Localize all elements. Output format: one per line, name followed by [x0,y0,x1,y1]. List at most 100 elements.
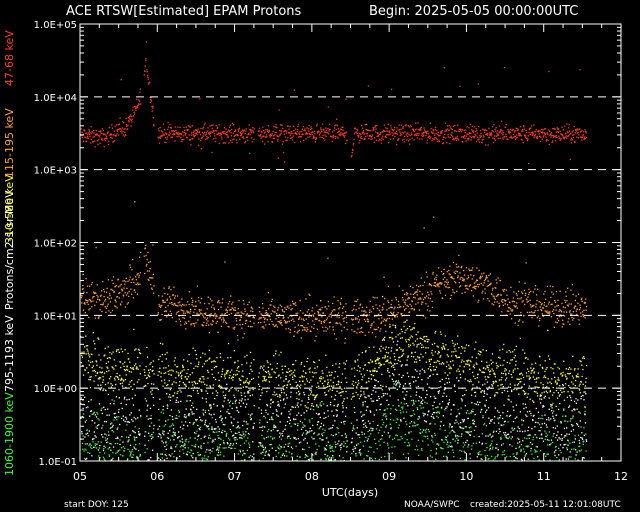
data-point [310,132,312,134]
data-point [242,402,244,404]
data-point [428,339,430,341]
data-point [435,448,438,450]
data-point [376,351,378,354]
data-point [193,311,195,313]
data-point [495,391,497,394]
data-point [175,320,177,323]
data-point [484,376,486,378]
data-point [448,273,450,275]
data-point [380,403,382,405]
data-point [239,324,241,326]
data-point [131,293,133,295]
data-point [236,426,239,428]
data-point [360,134,362,136]
data-point [176,133,179,135]
data-point [566,300,568,302]
data-point [357,394,359,396]
data-point [470,394,473,396]
data-point [400,348,402,350]
data-point [493,295,495,297]
data-point [133,113,136,115]
data-point [525,392,527,394]
data-point [517,324,519,326]
data-point [581,136,584,139]
data-point [405,364,407,366]
data-point [450,276,452,278]
data-point [334,371,336,373]
data-point [131,456,133,458]
data-point [183,138,185,141]
data-point [196,408,198,410]
data-point [443,136,445,138]
data-point [338,455,341,457]
data-point [537,387,539,389]
data-point [92,370,94,372]
data-point [579,309,581,311]
data-point [271,133,273,135]
data-point [419,129,421,131]
data-point [360,373,362,375]
data-point [396,362,398,365]
data-point [104,306,106,308]
data-point [247,391,249,393]
data-point [550,296,552,299]
data-point [298,385,301,388]
data-point [365,315,367,317]
data-point [325,330,327,332]
data-point [581,130,583,132]
data-point [395,299,397,301]
data-point [408,346,410,348]
data-point [486,132,488,135]
data-point [366,132,368,135]
data-point [278,320,280,323]
data-point [95,360,97,362]
data-point [340,128,342,131]
data-point [360,331,362,333]
data-point [377,357,379,359]
data-point [217,392,219,394]
data-point [94,146,96,148]
data-point [423,129,426,131]
data-point [569,386,571,389]
data-point [163,287,165,289]
data-point [562,319,564,321]
data-point [425,134,427,137]
data-point [251,370,253,372]
data-point [567,368,570,370]
data-point [85,140,88,142]
data-point [96,427,98,430]
data-point [219,302,221,304]
data-point [573,307,576,309]
data-point [516,384,519,386]
data-point [205,401,208,403]
data-point [519,319,521,321]
data-point [490,363,493,365]
data-point [574,305,576,307]
data-point [385,127,387,129]
data-point [227,129,230,131]
data-point [201,420,203,422]
data-point [313,398,316,401]
data-point [184,414,186,416]
data-point [558,368,560,370]
data-point [99,366,101,368]
data-point [101,138,103,141]
data-point [315,137,317,139]
data-point [418,298,420,300]
data-point [481,141,483,144]
data-point [260,409,263,411]
data-point [479,354,481,356]
data-point [461,140,463,143]
data-point [231,307,234,309]
data-point [533,134,536,137]
data-point [478,368,481,370]
data-point [461,265,463,268]
data-point [432,354,434,356]
data-point [351,429,354,432]
data-point [445,130,448,132]
data-point [93,291,95,293]
data-point [371,400,373,402]
data-point [272,324,274,326]
data-point [389,323,391,326]
data-point [390,362,392,365]
